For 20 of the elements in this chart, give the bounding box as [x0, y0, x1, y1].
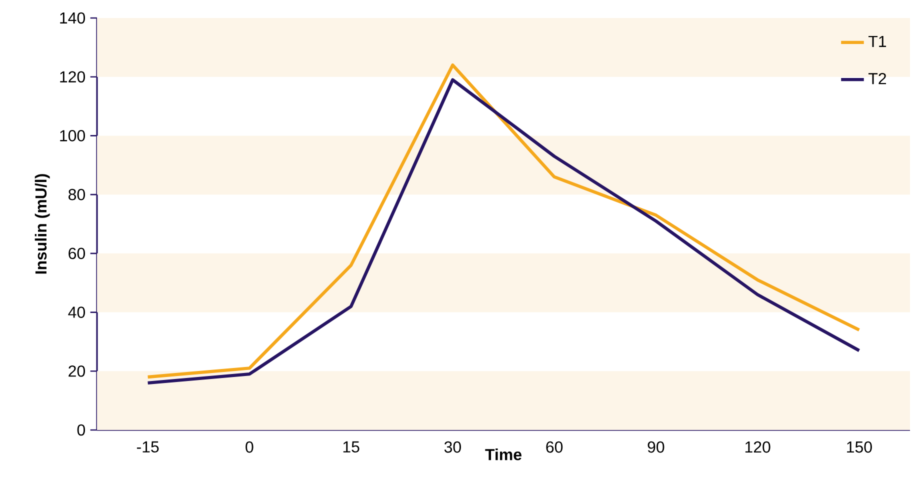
y-tick-label: 140 [60, 12, 86, 24]
y-tick-label: 100 [60, 130, 86, 142]
y-tick-label: 20 [68, 365, 86, 377]
x-tick-label: 0 [246, 441, 254, 453]
y-tick-label: 120 [60, 71, 86, 83]
x-axis-title: Time [485, 448, 522, 460]
x-tick-label: 150 [847, 441, 872, 453]
y-tick-label: 80 [68, 188, 86, 200]
y-tick-label: 40 [68, 306, 86, 318]
x-tick-label: -15 [136, 441, 159, 453]
y-tick-label: 0 [77, 424, 86, 436]
y-axis-title: Insulin (mU/l) [34, 174, 50, 274]
legend-label: T2 [868, 72, 886, 84]
x-tick-label: 120 [745, 441, 770, 453]
legend-label: T1 [868, 36, 886, 47]
y-tick-label: 60 [68, 248, 86, 260]
x-tick-label: 60 [546, 441, 563, 453]
x-tick-label: 30 [444, 441, 461, 453]
x-tick-label: 90 [648, 441, 664, 453]
x-tick-label: 15 [343, 441, 360, 453]
